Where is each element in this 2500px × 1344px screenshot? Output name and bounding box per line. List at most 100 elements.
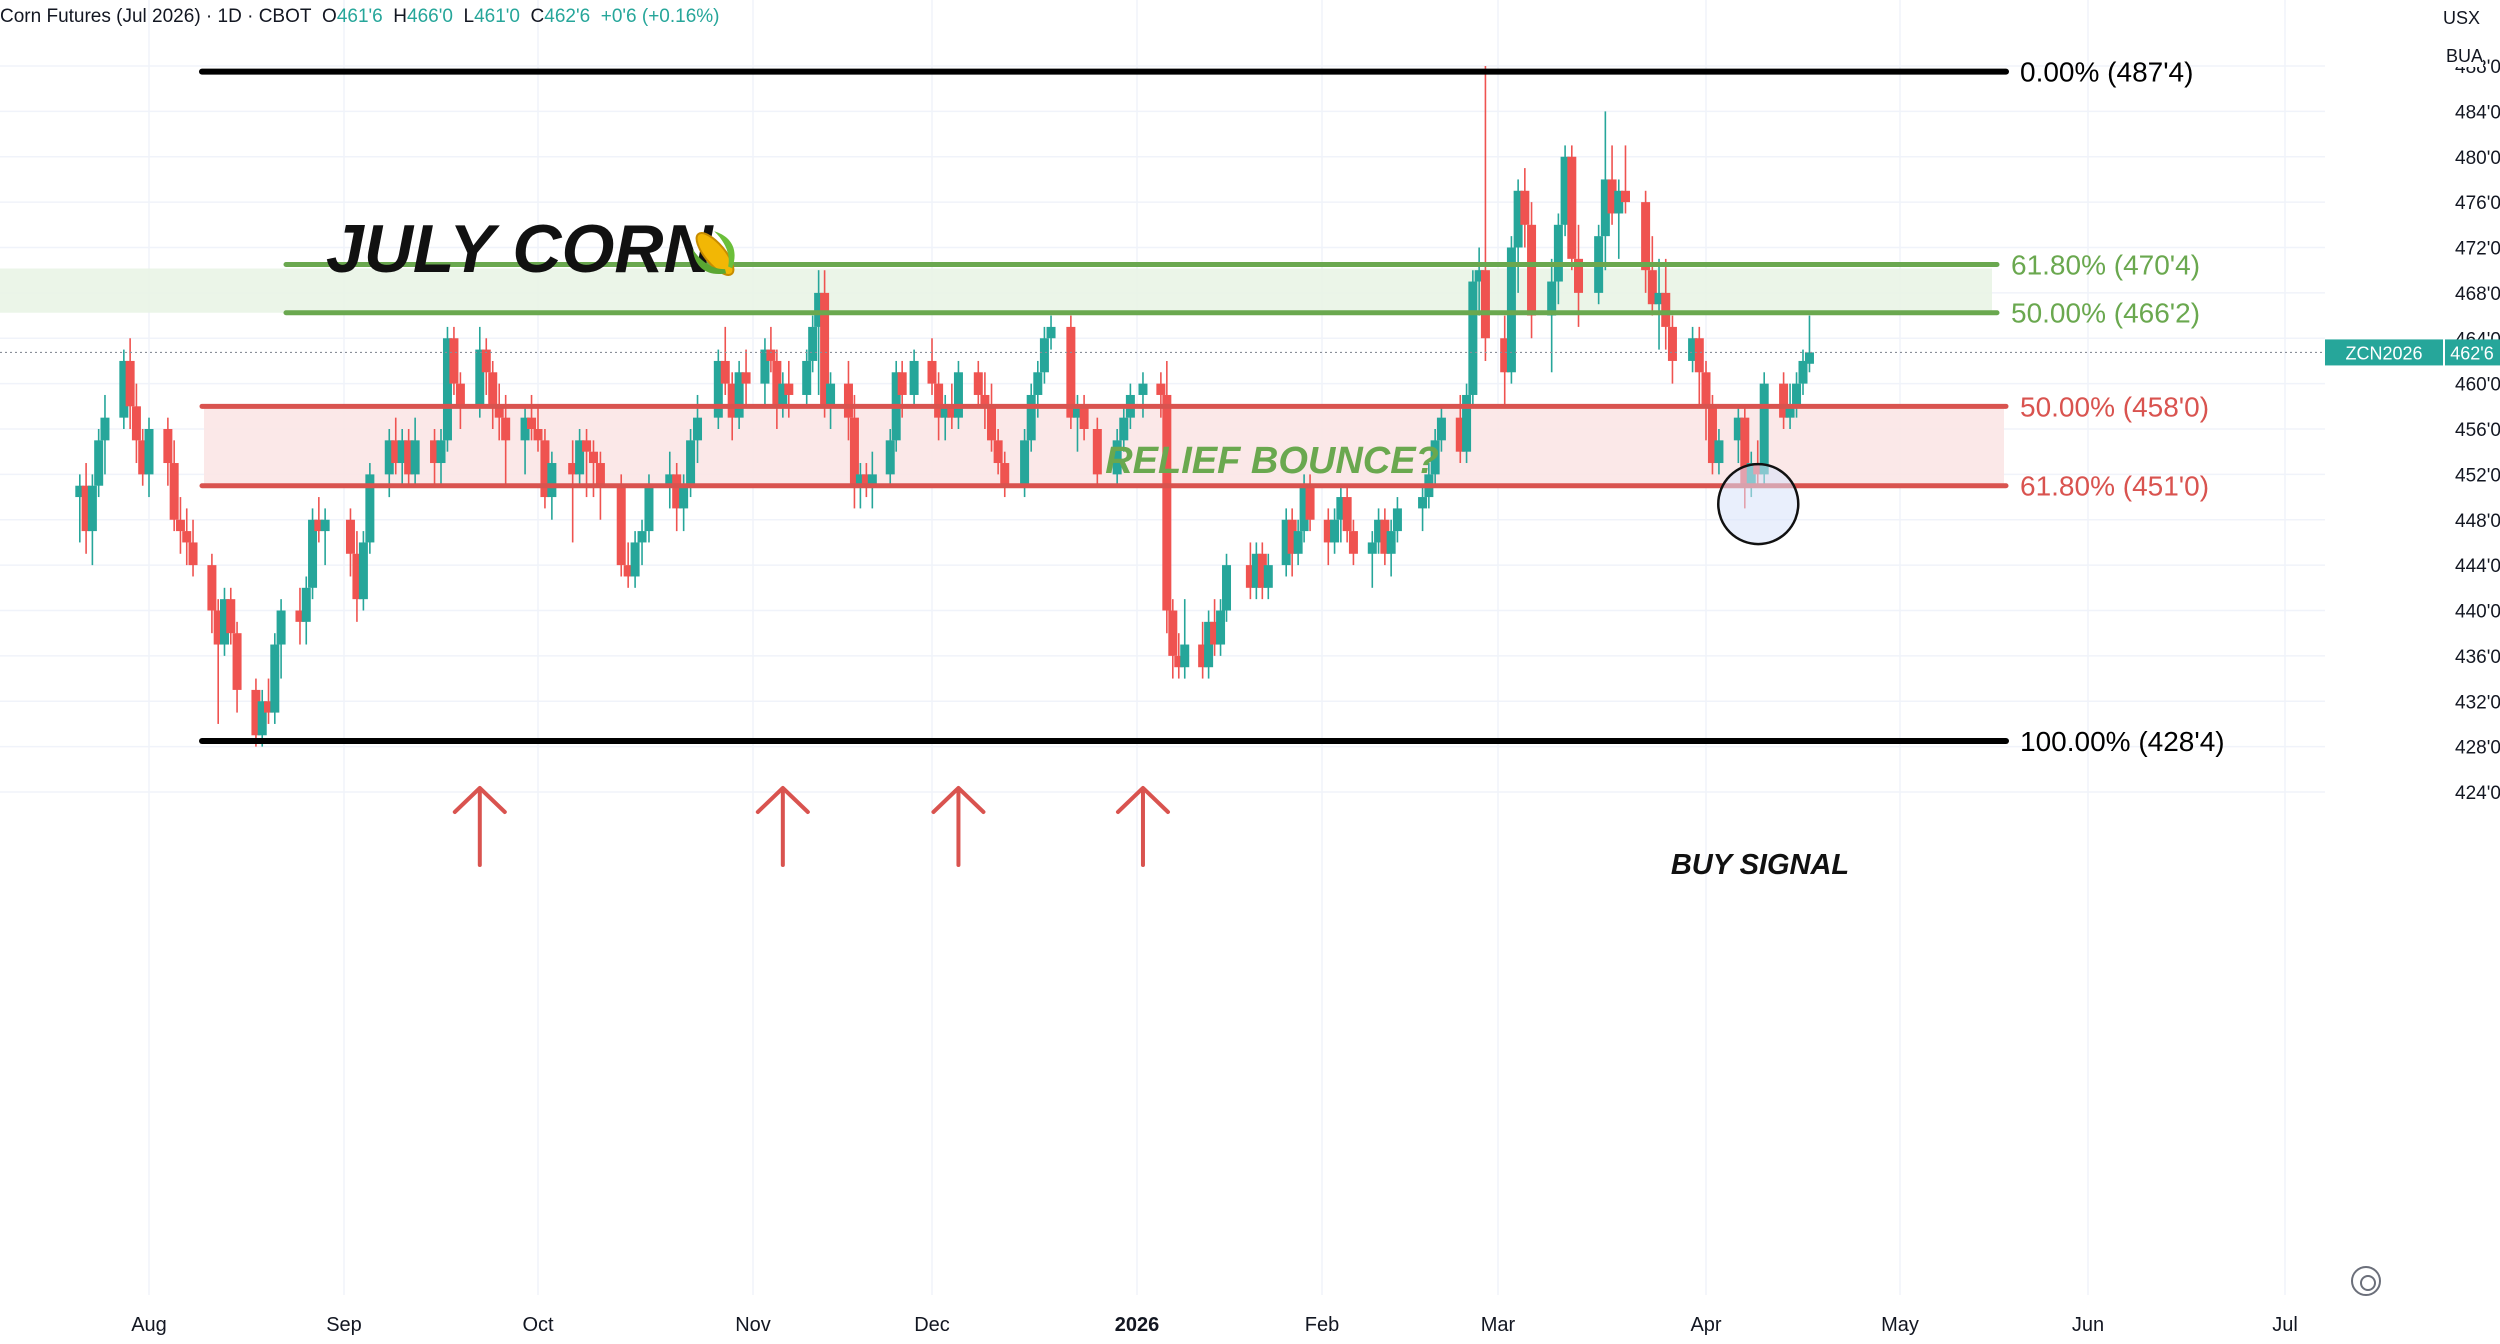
candle[interactable] xyxy=(1257,542,1267,600)
candle[interactable] xyxy=(1462,383,1472,464)
candle[interactable] xyxy=(1436,406,1446,452)
candle[interactable] xyxy=(953,360,963,429)
candle[interactable] xyxy=(1112,429,1122,486)
candle[interactable] xyxy=(672,463,682,532)
candle[interactable] xyxy=(993,429,1003,475)
candle[interactable] xyxy=(1174,633,1184,679)
candle[interactable] xyxy=(1513,179,1523,293)
candle[interactable] xyxy=(1714,429,1724,475)
candle[interactable] xyxy=(1733,406,1743,464)
candle[interactable] xyxy=(232,621,242,713)
candle[interactable] xyxy=(1553,213,1563,305)
candle[interactable] xyxy=(1287,508,1297,577)
candle[interactable] xyxy=(475,326,485,418)
candle[interactable] xyxy=(182,508,192,566)
candle[interactable] xyxy=(365,463,375,554)
candle[interactable] xyxy=(404,429,414,486)
candle[interactable] xyxy=(352,531,362,622)
candle[interactable] xyxy=(207,553,217,634)
candle[interactable] xyxy=(391,417,401,475)
candle[interactable] xyxy=(1560,145,1570,237)
candle[interactable] xyxy=(1092,417,1102,486)
candle[interactable] xyxy=(1162,360,1172,634)
candle[interactable] xyxy=(1066,315,1076,429)
candle[interactable] xyxy=(449,326,459,395)
candle[interactable] xyxy=(1667,315,1677,384)
candle[interactable] xyxy=(1348,519,1358,566)
candle[interactable] xyxy=(1336,485,1346,543)
candle[interactable] xyxy=(1392,497,1402,543)
candle[interactable] xyxy=(772,349,782,429)
candle[interactable] xyxy=(251,678,261,747)
candle[interactable] xyxy=(213,599,223,724)
candle[interactable] xyxy=(481,338,491,395)
candle[interactable] xyxy=(1430,429,1440,486)
candle[interactable] xyxy=(861,463,871,498)
candle[interactable] xyxy=(713,349,723,429)
candle[interactable] xyxy=(867,451,877,509)
candle[interactable] xyxy=(1620,145,1630,214)
candle[interactable] xyxy=(1607,145,1617,225)
candle[interactable] xyxy=(766,326,776,373)
last-price-tag[interactable] xyxy=(2445,339,2500,366)
candle[interactable] xyxy=(533,406,543,452)
candle[interactable] xyxy=(442,326,452,452)
candle[interactable] xyxy=(138,429,148,486)
candle[interactable] xyxy=(1798,349,1808,395)
candle[interactable] xyxy=(1367,531,1377,588)
candle[interactable] xyxy=(1506,236,1516,384)
candle[interactable] xyxy=(568,440,578,543)
candle[interactable] xyxy=(131,383,141,464)
candle[interactable] xyxy=(820,270,830,418)
candle[interactable] xyxy=(488,360,498,429)
candle[interactable] xyxy=(1180,599,1190,679)
candle[interactable] xyxy=(575,429,585,486)
candle[interactable] xyxy=(616,474,626,577)
candle[interactable] xyxy=(1380,508,1390,566)
candle[interactable] xyxy=(1323,508,1333,566)
candle[interactable] xyxy=(1688,326,1698,373)
currency-unit[interactable]: USX xyxy=(2443,8,2481,29)
candle[interactable] xyxy=(1079,394,1089,441)
candle[interactable] xyxy=(226,587,236,645)
candle[interactable] xyxy=(1374,508,1384,554)
candle[interactable] xyxy=(665,451,675,509)
candle[interactable] xyxy=(75,474,85,543)
candle[interactable] xyxy=(295,587,305,645)
candle[interactable] xyxy=(760,338,770,407)
candle[interactable] xyxy=(1386,519,1396,577)
candle[interactable] xyxy=(1046,315,1056,350)
candle[interactable] xyxy=(527,394,537,441)
candle[interactable] xyxy=(1520,168,1530,248)
candle[interactable] xyxy=(1614,179,1624,259)
candle[interactable] xyxy=(1119,406,1129,452)
currency-basis[interactable]: BUA xyxy=(2446,46,2484,67)
candle[interactable] xyxy=(1701,360,1711,441)
candle[interactable] xyxy=(1293,519,1303,566)
candle[interactable] xyxy=(320,508,330,566)
candle[interactable] xyxy=(1039,326,1049,384)
candle[interactable] xyxy=(264,678,274,724)
candle[interactable] xyxy=(494,383,504,441)
candle[interactable] xyxy=(1138,372,1148,418)
candle[interactable] xyxy=(87,474,97,566)
candle[interactable] xyxy=(1198,621,1208,679)
candle[interactable] xyxy=(1480,66,1490,361)
candle[interactable] xyxy=(1792,372,1802,418)
candle[interactable] xyxy=(1204,610,1214,679)
candle[interactable] xyxy=(1342,485,1352,543)
candle[interactable] xyxy=(808,315,818,373)
candle[interactable] xyxy=(270,633,280,724)
candle[interactable] xyxy=(410,417,420,486)
candle[interactable] xyxy=(720,326,730,395)
candle[interactable] xyxy=(144,417,154,498)
symbol-title[interactable]: Corn Futures (Jul 2026) · 1D · CBOT xyxy=(0,6,312,27)
candle[interactable] xyxy=(1527,202,1537,339)
candle[interactable] xyxy=(1216,599,1226,656)
candle[interactable] xyxy=(308,508,318,600)
candle[interactable] xyxy=(276,599,286,679)
candle[interactable] xyxy=(843,360,853,441)
candle[interactable] xyxy=(1694,326,1704,407)
candle[interactable] xyxy=(940,394,950,441)
